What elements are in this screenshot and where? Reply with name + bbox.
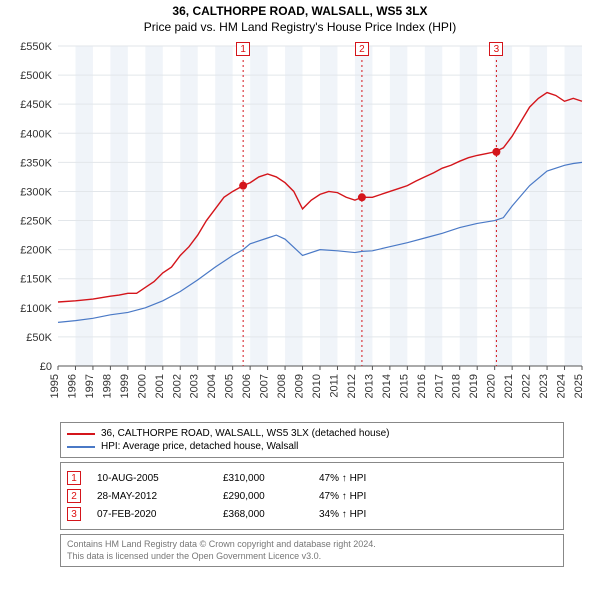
svg-text:£350K: £350K: [20, 157, 52, 169]
svg-text:2023: 2023: [538, 374, 550, 398]
svg-text:2022: 2022: [521, 374, 533, 398]
svg-text:1998: 1998: [101, 374, 113, 398]
svg-text:2024: 2024: [556, 374, 568, 398]
svg-text:2019: 2019: [468, 374, 480, 398]
svg-text:£550K: £550K: [20, 41, 52, 53]
svg-text:2015: 2015: [398, 374, 410, 398]
event-row: 2 28-MAY-2012 £290,000 47% ↑ HPI: [67, 487, 557, 505]
svg-text:2025: 2025: [573, 374, 585, 398]
svg-text:1999: 1999: [119, 374, 131, 398]
svg-text:£300K: £300K: [20, 186, 52, 198]
chart-subtitle: Price paid vs. HM Land Registry's House …: [0, 18, 600, 36]
event-num-box: 1: [67, 471, 81, 485]
svg-text:2006: 2006: [241, 374, 253, 398]
chart-title: 36, CALTHORPE ROAD, WALSALL, WS5 3LX: [0, 0, 600, 18]
event-date: 07-FEB-2020: [97, 509, 207, 520]
svg-text:£500K: £500K: [20, 70, 52, 82]
svg-text:1997: 1997: [84, 374, 96, 398]
svg-text:2017: 2017: [433, 374, 445, 398]
event-price: £310,000: [223, 473, 303, 484]
svg-text:2014: 2014: [381, 374, 393, 398]
credits-line-1: Contains HM Land Registry data © Crown c…: [67, 539, 557, 551]
svg-text:£400K: £400K: [20, 128, 52, 140]
svg-text:2010: 2010: [311, 374, 323, 398]
legend: 36, CALTHORPE ROAD, WALSALL, WS5 3LX (de…: [60, 422, 564, 458]
svg-text:2020: 2020: [486, 374, 498, 398]
event-num-box: 3: [67, 507, 81, 521]
svg-text:£50K: £50K: [26, 332, 52, 344]
svg-text:£150K: £150K: [20, 274, 52, 286]
line-chart-svg: £0 £50K £100K £150K £200K £250K £300K £350K £400…: [0, 36, 600, 416]
event-marker-1: 1: [236, 42, 250, 56]
legend-item: 36, CALTHORPE ROAD, WALSALL, WS5 3LX (de…: [67, 427, 557, 440]
legend-item: HPI: Average price, detached house, Wals…: [67, 440, 557, 453]
svg-text:2007: 2007: [259, 374, 271, 398]
event-date: 28-MAY-2012: [97, 491, 207, 502]
event-pct: 34% ↑ HPI: [319, 509, 409, 520]
event-price: £290,000: [223, 491, 303, 502]
event-pct: 47% ↑ HPI: [319, 473, 409, 484]
events-table: 1 10-AUG-2005 £310,000 47% ↑ HPI 2 28-MAY-201…: [60, 462, 564, 530]
svg-text:£450K: £450K: [20, 99, 52, 111]
svg-text:£100K: £100K: [20, 303, 52, 315]
svg-text:1995: 1995: [49, 374, 61, 398]
svg-text:2016: 2016: [416, 374, 428, 398]
event-row: 3 07-FEB-2020 £368,000 34% ↑ HPI: [67, 505, 557, 523]
event-pct: 47% ↑ HPI: [319, 491, 409, 502]
svg-text:2011: 2011: [328, 374, 340, 398]
event-row: 1 10-AUG-2005 £310,000 47% ↑ HPI: [67, 469, 557, 487]
svg-text:2008: 2008: [276, 374, 288, 398]
event-price: £368,000: [223, 509, 303, 520]
event-num-box: 2: [67, 489, 81, 503]
chart-area: £0 £50K £100K £150K £200K £250K £300K £350K £400…: [0, 36, 600, 416]
svg-text:1996: 1996: [66, 374, 78, 398]
svg-text:2012: 2012: [346, 374, 358, 398]
svg-text:2002: 2002: [171, 374, 183, 398]
svg-text:2004: 2004: [206, 374, 218, 398]
event-date: 10-AUG-2005: [97, 473, 207, 484]
svg-text:2009: 2009: [294, 374, 306, 398]
credits-line-2: This data is licensed under the Open Gov…: [67, 551, 557, 563]
svg-text:2001: 2001: [154, 374, 166, 398]
svg-text:2013: 2013: [363, 374, 375, 398]
credits: Contains HM Land Registry data © Crown c…: [60, 534, 564, 567]
legend-swatch: [67, 446, 95, 448]
svg-text:£250K: £250K: [20, 216, 52, 228]
svg-text:2018: 2018: [451, 374, 463, 398]
svg-text:2003: 2003: [189, 374, 201, 398]
event-marker-3: 3: [489, 42, 503, 56]
svg-text:£200K: £200K: [20, 245, 52, 257]
svg-text:2021: 2021: [503, 374, 515, 398]
legend-label: HPI: Average price, detached house, Wals…: [101, 441, 298, 452]
svg-text:2005: 2005: [224, 374, 236, 398]
svg-text:£0: £0: [40, 361, 52, 373]
legend-swatch: [67, 433, 95, 435]
svg-text:2000: 2000: [136, 374, 148, 398]
legend-label: 36, CALTHORPE ROAD, WALSALL, WS5 3LX (de…: [101, 428, 389, 439]
event-marker-2: 2: [355, 42, 369, 56]
